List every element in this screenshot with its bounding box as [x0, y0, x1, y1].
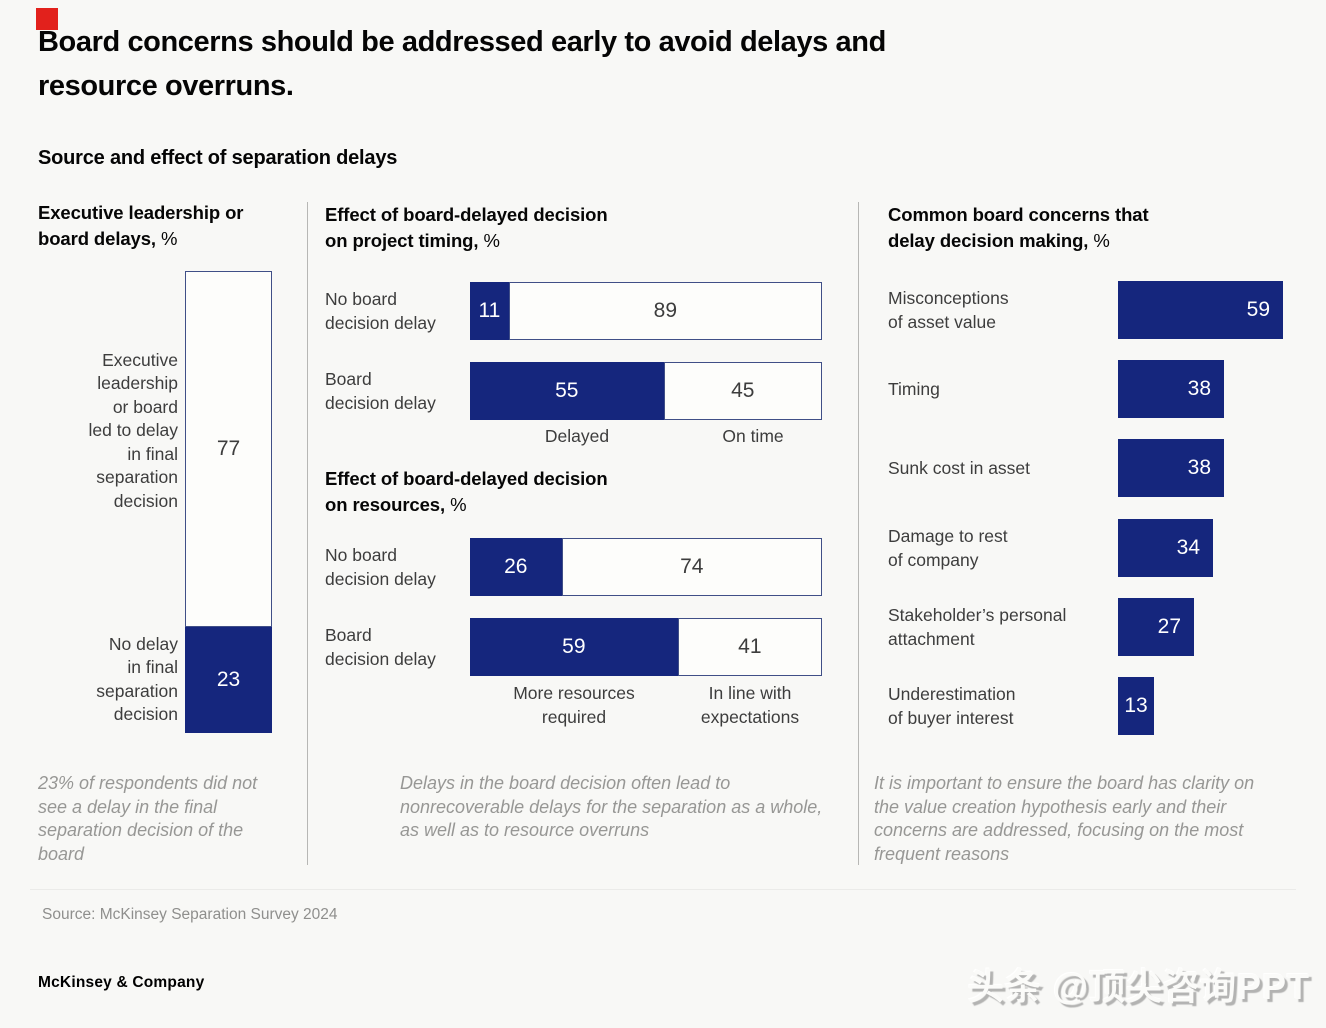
- value-label: 23: [216, 667, 241, 691]
- value-bar: 13: [1118, 677, 1154, 735]
- exec-bar-labels: Executive leadership or board led to del…: [38, 271, 178, 733]
- column-divider: [858, 202, 859, 865]
- value-label: 55: [555, 379, 579, 402]
- bar-segment: 59: [470, 618, 678, 676]
- value-label: 89: [653, 299, 678, 322]
- exhibit-red-marker: [36, 8, 58, 30]
- bar-segment: 89: [508, 282, 822, 340]
- panel-executive-delays: Executive leadership or board delays, % …: [38, 196, 293, 872]
- row-label: No board decision delay: [325, 289, 436, 333]
- chart-title-text: Effect of board-delayed decision on reso…: [325, 468, 608, 515]
- footer-divider: [30, 889, 1296, 890]
- exec-segment-label: Executive leadership or board led to del…: [88, 349, 178, 511]
- value-label: 38: [1187, 377, 1211, 400]
- chart-title-text: Executive leadership or board delays,: [38, 202, 244, 249]
- stacked-bar: 26 74: [470, 538, 822, 596]
- axis-label-on-time: On time: [722, 426, 784, 446]
- axis-label-more-resources: More resources required: [513, 683, 635, 727]
- bar-segment: 45: [663, 362, 822, 420]
- row-label: Sunk cost in asset: [888, 458, 1031, 478]
- page-title: Board concerns should be addressed early…: [38, 26, 886, 102]
- row-label: Damage to rest of company: [888, 526, 1008, 570]
- chart-title: Executive leadership or board delays, %: [38, 200, 258, 252]
- panel-board-concerns: Common board concerns that delay decisio…: [874, 196, 1298, 872]
- chart-unit: %: [161, 228, 178, 249]
- exec-segment-label: No delay in final separation decision: [96, 633, 178, 725]
- exhibit-subtitle: Source and effect of separation delays: [38, 147, 398, 169]
- row-label: No board decision delay: [325, 545, 436, 589]
- panel-footnote: It is important to ensure the board has …: [874, 773, 1255, 864]
- chart-title-text: Common board concerns that delay decisio…: [888, 204, 1149, 251]
- brand-wordmark: McKinsey & Company: [38, 974, 205, 991]
- value-label: 38: [1187, 456, 1211, 479]
- chart-unit: %: [1093, 230, 1110, 251]
- row-label: Board decision delay: [325, 625, 436, 669]
- chart-unit: %: [450, 494, 467, 515]
- stacked-bar: 11 89: [470, 282, 822, 340]
- value-label: 11: [478, 299, 501, 322]
- value-label: 74: [680, 555, 704, 578]
- stacked-bar: 55 45: [470, 362, 822, 420]
- source-note: Source: McKinsey Separation Survey 2024: [42, 906, 338, 923]
- bar-segment: 41: [677, 618, 822, 676]
- stacked-bar: 59 41: [470, 618, 822, 676]
- value-bar: 27: [1118, 598, 1194, 656]
- value-bar: 38: [1118, 360, 1224, 418]
- watermark: 头条 @顶尖咨询PPT: [967, 966, 1310, 1007]
- exec-bar-segment-2: 23: [185, 626, 272, 733]
- bar-segment: 11: [470, 282, 509, 340]
- value-label: 26: [504, 555, 528, 578]
- exec-stacked-bar: 77 23: [185, 271, 272, 733]
- axis-label-delayed: Delayed: [544, 426, 610, 446]
- bar-segment: 74: [561, 538, 822, 596]
- value-label: 59: [1246, 298, 1270, 321]
- row-label: Timing: [888, 379, 940, 399]
- row-label: Board decision delay: [325, 369, 436, 413]
- chart-unit: %: [483, 230, 500, 251]
- bar-segment: 55: [470, 362, 664, 420]
- column-divider: [307, 202, 308, 865]
- chart-title: Common board concerns that delay decisio…: [888, 202, 1188, 254]
- axis-label-in-line: In line with expectations: [700, 683, 800, 727]
- value-label: 27: [1157, 615, 1181, 638]
- value-label: 45: [731, 379, 755, 402]
- value-label: 77: [216, 436, 241, 460]
- row-label: Stakeholder’s personal attachment: [888, 605, 1067, 649]
- value-bar: 59: [1118, 281, 1283, 339]
- row-label: Misconceptions of asset value: [888, 288, 1009, 332]
- chart-title: Effect of board-delayed decision on reso…: [325, 466, 625, 518]
- value-bar: 38: [1118, 439, 1224, 497]
- value-label: 34: [1176, 536, 1200, 559]
- value-label: 13: [1124, 694, 1148, 717]
- exec-bar-segment-1: 77: [185, 271, 272, 627]
- panel-footnote: 23% of respondents did not see a delay i…: [38, 773, 258, 864]
- value-label: 59: [562, 635, 586, 658]
- value-bar: 34: [1118, 519, 1213, 577]
- panel-board-delay-effects: Effect of board-delayed decision on proj…: [325, 196, 830, 872]
- row-label: Underestimation of buyer interest: [888, 684, 1016, 728]
- bar-segment: 26: [470, 538, 562, 596]
- chart-title-text: Effect of board-delayed decision on proj…: [325, 204, 608, 251]
- value-label: 41: [738, 635, 762, 658]
- panel-footnote: Delays in the board decision often lead …: [400, 773, 823, 840]
- chart-title: Effect of board-delayed decision on proj…: [325, 202, 625, 254]
